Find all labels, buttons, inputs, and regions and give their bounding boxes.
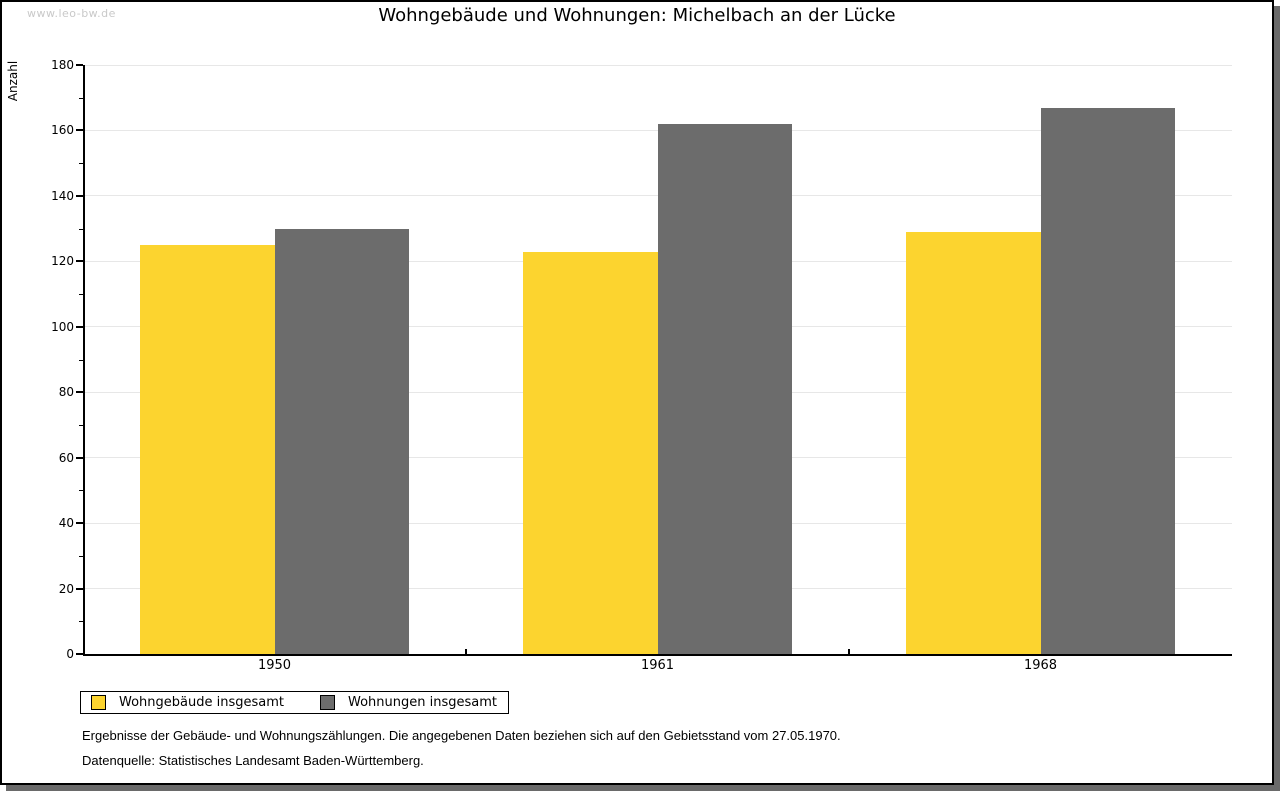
x-axis-tick-1 <box>465 649 467 654</box>
y-axis-tick-0 <box>76 653 83 655</box>
bar-wohnungen-1968 <box>1040 107 1175 654</box>
y-tick-label-180: 180 <box>51 58 74 72</box>
y-tick-label-20: 20 <box>58 581 74 596</box>
y-tick-label-140: 140 <box>51 188 74 203</box>
y-axis-tick-70 <box>79 424 83 426</box>
y-axis-tick-110 <box>79 294 83 296</box>
y-axis-tick-100 <box>76 325 83 328</box>
legend-item-1: Wohnungen insgesamt <box>320 695 497 710</box>
y-axis-tick-30 <box>79 555 83 557</box>
legend-label-1: Wohnungen insgesamt <box>348 695 497 710</box>
y-tick-label-100: 100 <box>51 319 74 334</box>
x-category-label-1950: 1950 <box>257 658 292 673</box>
y-axis-tick-60 <box>76 456 83 459</box>
bar-wohnungen-1961 <box>657 123 792 654</box>
gridline-180 <box>85 65 1232 66</box>
frame-shadow-bottom <box>6 785 1280 791</box>
bar-wohngebaeude-1950 <box>140 244 275 654</box>
x-axis-line <box>83 654 1232 656</box>
y-tick-label-40: 40 <box>58 516 74 531</box>
y-axis-tick-140 <box>76 194 83 197</box>
y-tick-label-60: 60 <box>58 450 74 465</box>
y-tick-label-160: 160 <box>51 123 74 138</box>
y-axis-tick-120 <box>76 260 83 263</box>
y-axis-line <box>83 65 85 656</box>
x-category-label-1961: 1961 <box>640 658 675 673</box>
chart-title: Wohngebäude und Wohnungen: Michelbach an… <box>378 5 896 26</box>
y-axis-tick-40 <box>76 522 83 525</box>
legend-label-0: Wohngebäude insgesamt <box>119 695 284 710</box>
x-category-label-1968: 1968 <box>1023 658 1058 673</box>
y-axis-tick-90 <box>79 359 83 361</box>
y-axis-tick-10 <box>79 621 83 623</box>
x-axis-tick-2 <box>848 649 850 654</box>
y-axis-tick-180 <box>76 64 83 66</box>
y-tick-label-120: 120 <box>51 254 74 269</box>
y-axis-label: Anzahl <box>6 60 20 102</box>
y-axis-tick-170 <box>79 97 83 99</box>
bar-wohnungen-1950 <box>274 228 409 654</box>
legend-swatch-1 <box>320 695 335 710</box>
y-axis-tick-160 <box>76 129 83 132</box>
y-axis-tick-130 <box>79 228 83 230</box>
y-tick-label-0: 0 <box>66 647 74 661</box>
legend: Wohngebäude insgesamt Wohnungen insgesamt <box>80 691 509 714</box>
y-axis-tick-80 <box>76 391 83 394</box>
bar-wohngebaeude-1961 <box>523 251 658 654</box>
y-axis-tick-150 <box>79 163 83 165</box>
y-axis-tick-20 <box>76 587 83 590</box>
footnote-line-2: Datenquelle: Statistisches Landesamt Bad… <box>82 753 424 768</box>
footnote-line-1: Ergebnisse der Gebäude- und Wohnungszähl… <box>82 728 841 743</box>
watermark: www.leo-bw.de <box>27 7 116 20</box>
plot-area <box>83 65 1232 656</box>
bar-wohngebaeude-1968 <box>906 231 1041 654</box>
y-axis-tick-50 <box>79 490 83 492</box>
frame-shadow-right <box>1274 6 1280 791</box>
legend-swatch-0 <box>91 695 106 710</box>
legend-item-0: Wohngebäude insgesamt <box>91 695 284 710</box>
y-tick-label-80: 80 <box>58 385 74 400</box>
